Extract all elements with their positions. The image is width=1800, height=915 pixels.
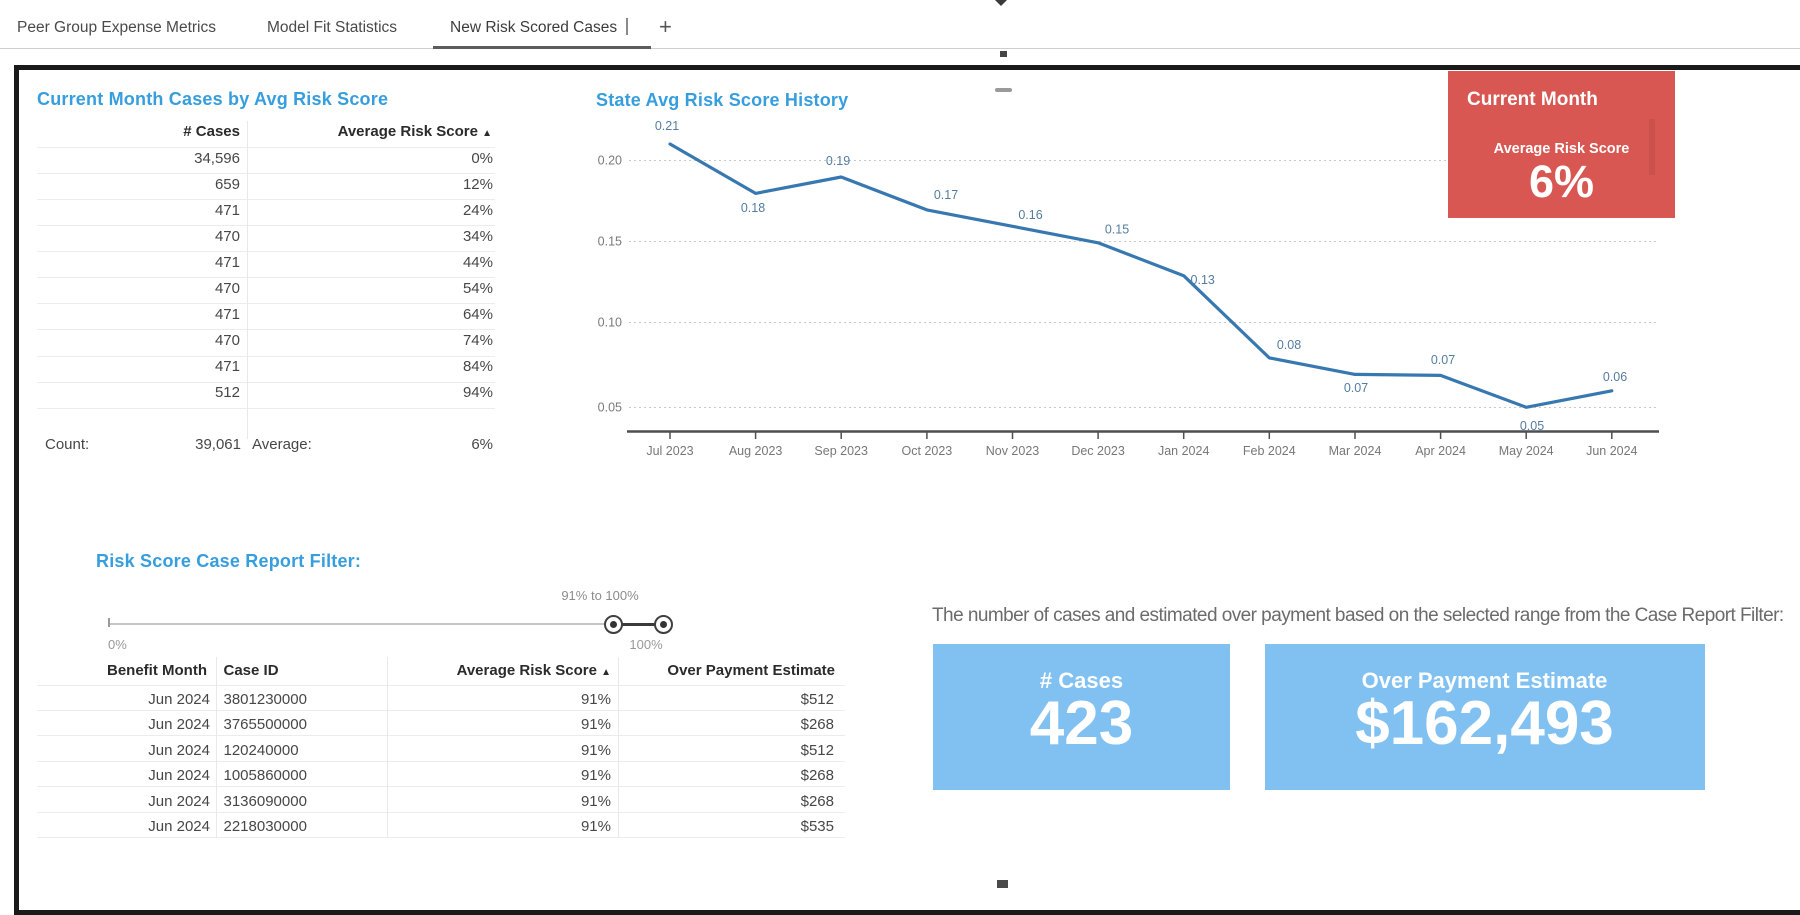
svg-text:Jul 2023: Jul 2023	[646, 444, 693, 458]
svg-text:Mar 2024: Mar 2024	[1329, 444, 1382, 458]
svg-text:0.07: 0.07	[1431, 353, 1455, 367]
svg-text:0.15: 0.15	[1105, 223, 1129, 237]
svg-text:0.21: 0.21	[655, 119, 679, 133]
svg-text:0.15: 0.15	[598, 235, 622, 249]
svg-text:Apr 2024: Apr 2024	[1415, 444, 1466, 458]
svg-text:0.18: 0.18	[741, 201, 765, 215]
svg-text:0.16: 0.16	[1018, 208, 1042, 222]
svg-text:May 2024: May 2024	[1499, 444, 1554, 458]
svg-text:0.06: 0.06	[1603, 370, 1627, 384]
svg-text:Oct 2023: Oct 2023	[902, 444, 953, 458]
svg-text:0.05: 0.05	[1520, 419, 1544, 433]
svg-text:0.17: 0.17	[934, 188, 958, 202]
svg-text:Feb 2024: Feb 2024	[1243, 444, 1296, 458]
svg-text:Aug 2023: Aug 2023	[729, 444, 783, 458]
svg-text:0.13: 0.13	[1191, 273, 1215, 287]
svg-text:0.19: 0.19	[826, 154, 850, 168]
svg-text:0.20: 0.20	[598, 154, 622, 168]
svg-text:0.10: 0.10	[598, 316, 622, 330]
svg-text:Sep 2023: Sep 2023	[814, 444, 868, 458]
svg-text:Jun 2024: Jun 2024	[1586, 444, 1637, 458]
svg-text:Dec 2023: Dec 2023	[1071, 444, 1125, 458]
svg-text:Nov 2023: Nov 2023	[986, 444, 1040, 458]
svg-text:0.05: 0.05	[598, 401, 622, 415]
svg-text:Jan 2024: Jan 2024	[1158, 444, 1209, 458]
svg-text:0.07: 0.07	[1344, 381, 1368, 395]
svg-text:0.08: 0.08	[1277, 338, 1301, 352]
